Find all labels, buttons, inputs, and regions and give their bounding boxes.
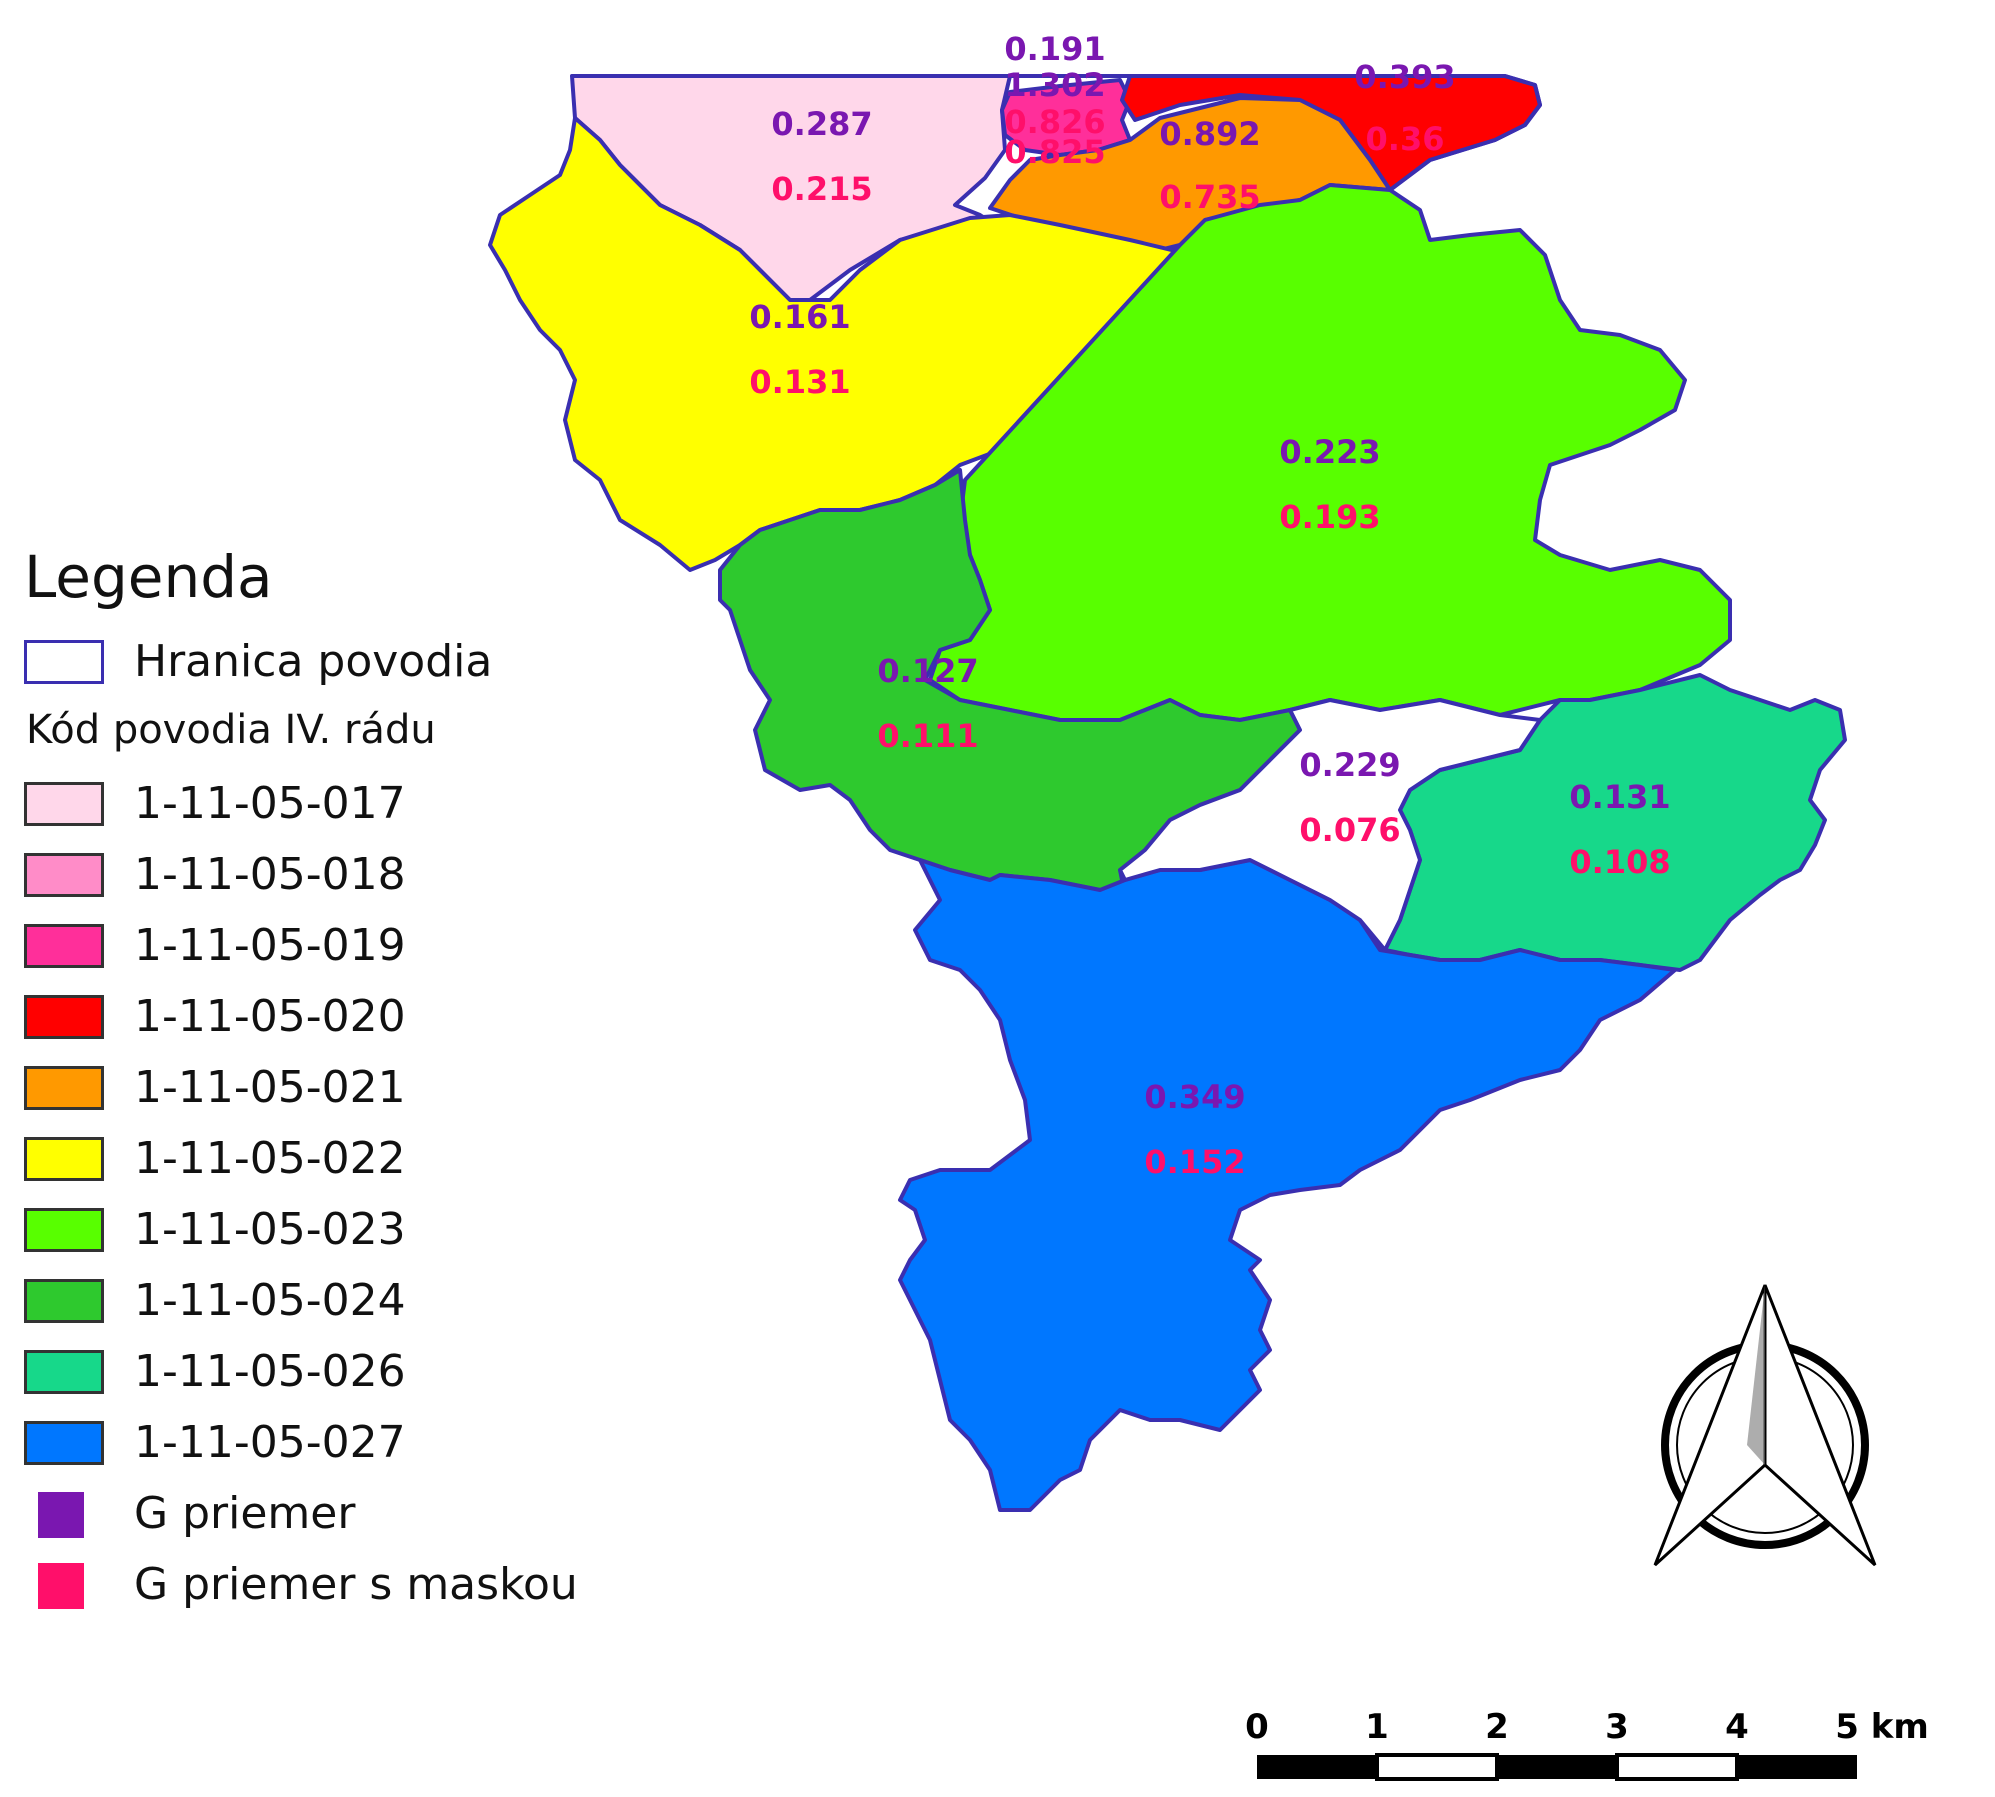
legend-swatch bbox=[24, 1066, 104, 1110]
g-mean-masked-label: 0.36 bbox=[1366, 120, 1445, 158]
legend-swatch bbox=[24, 1208, 104, 1252]
legend-item: 1-11-05-021 bbox=[24, 1062, 406, 1137]
legend-marker: G priemer bbox=[24, 1488, 355, 1563]
g-mean-label: 0.131 bbox=[1569, 778, 1670, 816]
g-mean-label: 0.349 bbox=[1144, 1078, 1245, 1116]
g-mean-masked-label: 0.076 bbox=[1299, 811, 1400, 849]
legend-swatch bbox=[24, 853, 104, 897]
scale-tick-label: 2 bbox=[1485, 1707, 1509, 1747]
legend-swatch bbox=[24, 995, 104, 1039]
g-mean-label: 0.287 bbox=[771, 105, 872, 143]
legend-item: 1-11-05-023 bbox=[24, 1204, 406, 1279]
g-mean-label: 0.229 bbox=[1299, 746, 1400, 784]
boundary-swatch bbox=[24, 640, 104, 684]
scale-tick-label: 5 km bbox=[1835, 1707, 1929, 1747]
basin-boundary bbox=[572, 74, 1542, 192]
g-mean-masked-label: 0.825 bbox=[1004, 133, 1105, 171]
scale-tick-label: 0 bbox=[1245, 1707, 1269, 1747]
g-mean-masked-label: 0.735 bbox=[1159, 178, 1260, 216]
g-mean-label: 0.223 bbox=[1279, 433, 1380, 471]
region-unlabeled-white bbox=[1118, 698, 1542, 952]
legend-code-header: Kód povodia IV. rádu bbox=[24, 707, 436, 782]
legend-swatch bbox=[24, 1279, 104, 1323]
legend-item: 1-11-05-020 bbox=[24, 991, 406, 1066]
marker-swatch bbox=[38, 1492, 84, 1538]
g-mean-label: 0.393 bbox=[1354, 58, 1455, 96]
g-mean-label: 0.161 bbox=[749, 298, 850, 336]
legend-item-label: 1-11-05-024 bbox=[134, 1275, 406, 1326]
g-mean-masked-label: 0.215 bbox=[771, 170, 872, 208]
g-mean-masked-label: 0.152 bbox=[1144, 1143, 1245, 1181]
legend-marker-label: G priemer s maskou bbox=[134, 1559, 578, 1610]
legend-item-label: 1-11-05-022 bbox=[134, 1133, 406, 1184]
g-mean-label: 0.892 bbox=[1159, 115, 1260, 153]
legend-item: 1-11-05-018 bbox=[24, 849, 406, 924]
g-mean-label: 1.302 bbox=[1004, 66, 1105, 104]
legend-swatch bbox=[24, 1421, 104, 1465]
scale-bar bbox=[1257, 1753, 1857, 1781]
legend-item-label: 1-11-05-020 bbox=[134, 991, 406, 1042]
g-mean-label: 0.191 bbox=[1004, 30, 1105, 68]
legend-item: 1-11-05-026 bbox=[24, 1346, 406, 1421]
legend-marker: G priemer s maskou bbox=[24, 1559, 578, 1634]
g-mean-masked-label: 0.111 bbox=[877, 717, 978, 755]
legend-title: Legenda bbox=[24, 543, 273, 611]
legend-item-label: 1-11-05-017 bbox=[134, 778, 406, 829]
g-mean-masked-label: 0.826 bbox=[1004, 103, 1105, 141]
legend-swatch bbox=[24, 1350, 104, 1394]
legend-item-label: 1-11-05-021 bbox=[134, 1062, 406, 1113]
legend-boundary: Hranica povodia bbox=[24, 636, 492, 711]
legend-swatch bbox=[24, 1137, 104, 1181]
g-mean-masked-label: 0.108 bbox=[1569, 843, 1670, 881]
legend-item: 1-11-05-019 bbox=[24, 920, 406, 995]
legend-boundary-label: Hranica povodia bbox=[134, 636, 493, 687]
g-mean-masked-label: 0.193 bbox=[1279, 498, 1380, 536]
g-mean-masked-label: 0.131 bbox=[749, 363, 850, 401]
legend-item-label: 1-11-05-026 bbox=[134, 1346, 406, 1397]
marker-swatch bbox=[38, 1563, 84, 1609]
legend-code-header-label: Kód povodia IV. rádu bbox=[26, 707, 436, 753]
g-mean-label: 0.127 bbox=[877, 652, 978, 690]
legend-item: 1-11-05-024 bbox=[24, 1275, 406, 1350]
legend-swatch bbox=[24, 782, 104, 826]
legend-item: 1-11-05-022 bbox=[24, 1133, 406, 1208]
scale-tick-label: 1 bbox=[1365, 1707, 1389, 1747]
region-1-11-05-022 bbox=[488, 116, 1182, 572]
legend-swatch bbox=[24, 924, 104, 968]
scale-tick-label: 4 bbox=[1725, 1707, 1749, 1747]
legend-marker-label: G priemer bbox=[134, 1488, 356, 1539]
legend-item-label: 1-11-05-023 bbox=[134, 1204, 406, 1255]
scale-tick-label: 3 bbox=[1605, 1707, 1629, 1747]
legend-item-label: 1-11-05-019 bbox=[134, 920, 406, 971]
legend: Legenda Hranica povodia Kód povodia IV. … bbox=[24, 543, 578, 1634]
legend-item-label: 1-11-05-018 bbox=[134, 849, 406, 900]
legend-item-label: 1-11-05-027 bbox=[134, 1417, 406, 1468]
legend-item: 1-11-05-027 bbox=[24, 1417, 406, 1492]
legend-item: 1-11-05-017 bbox=[24, 778, 406, 853]
north-arrow-icon bbox=[1653, 1284, 1877, 1567]
